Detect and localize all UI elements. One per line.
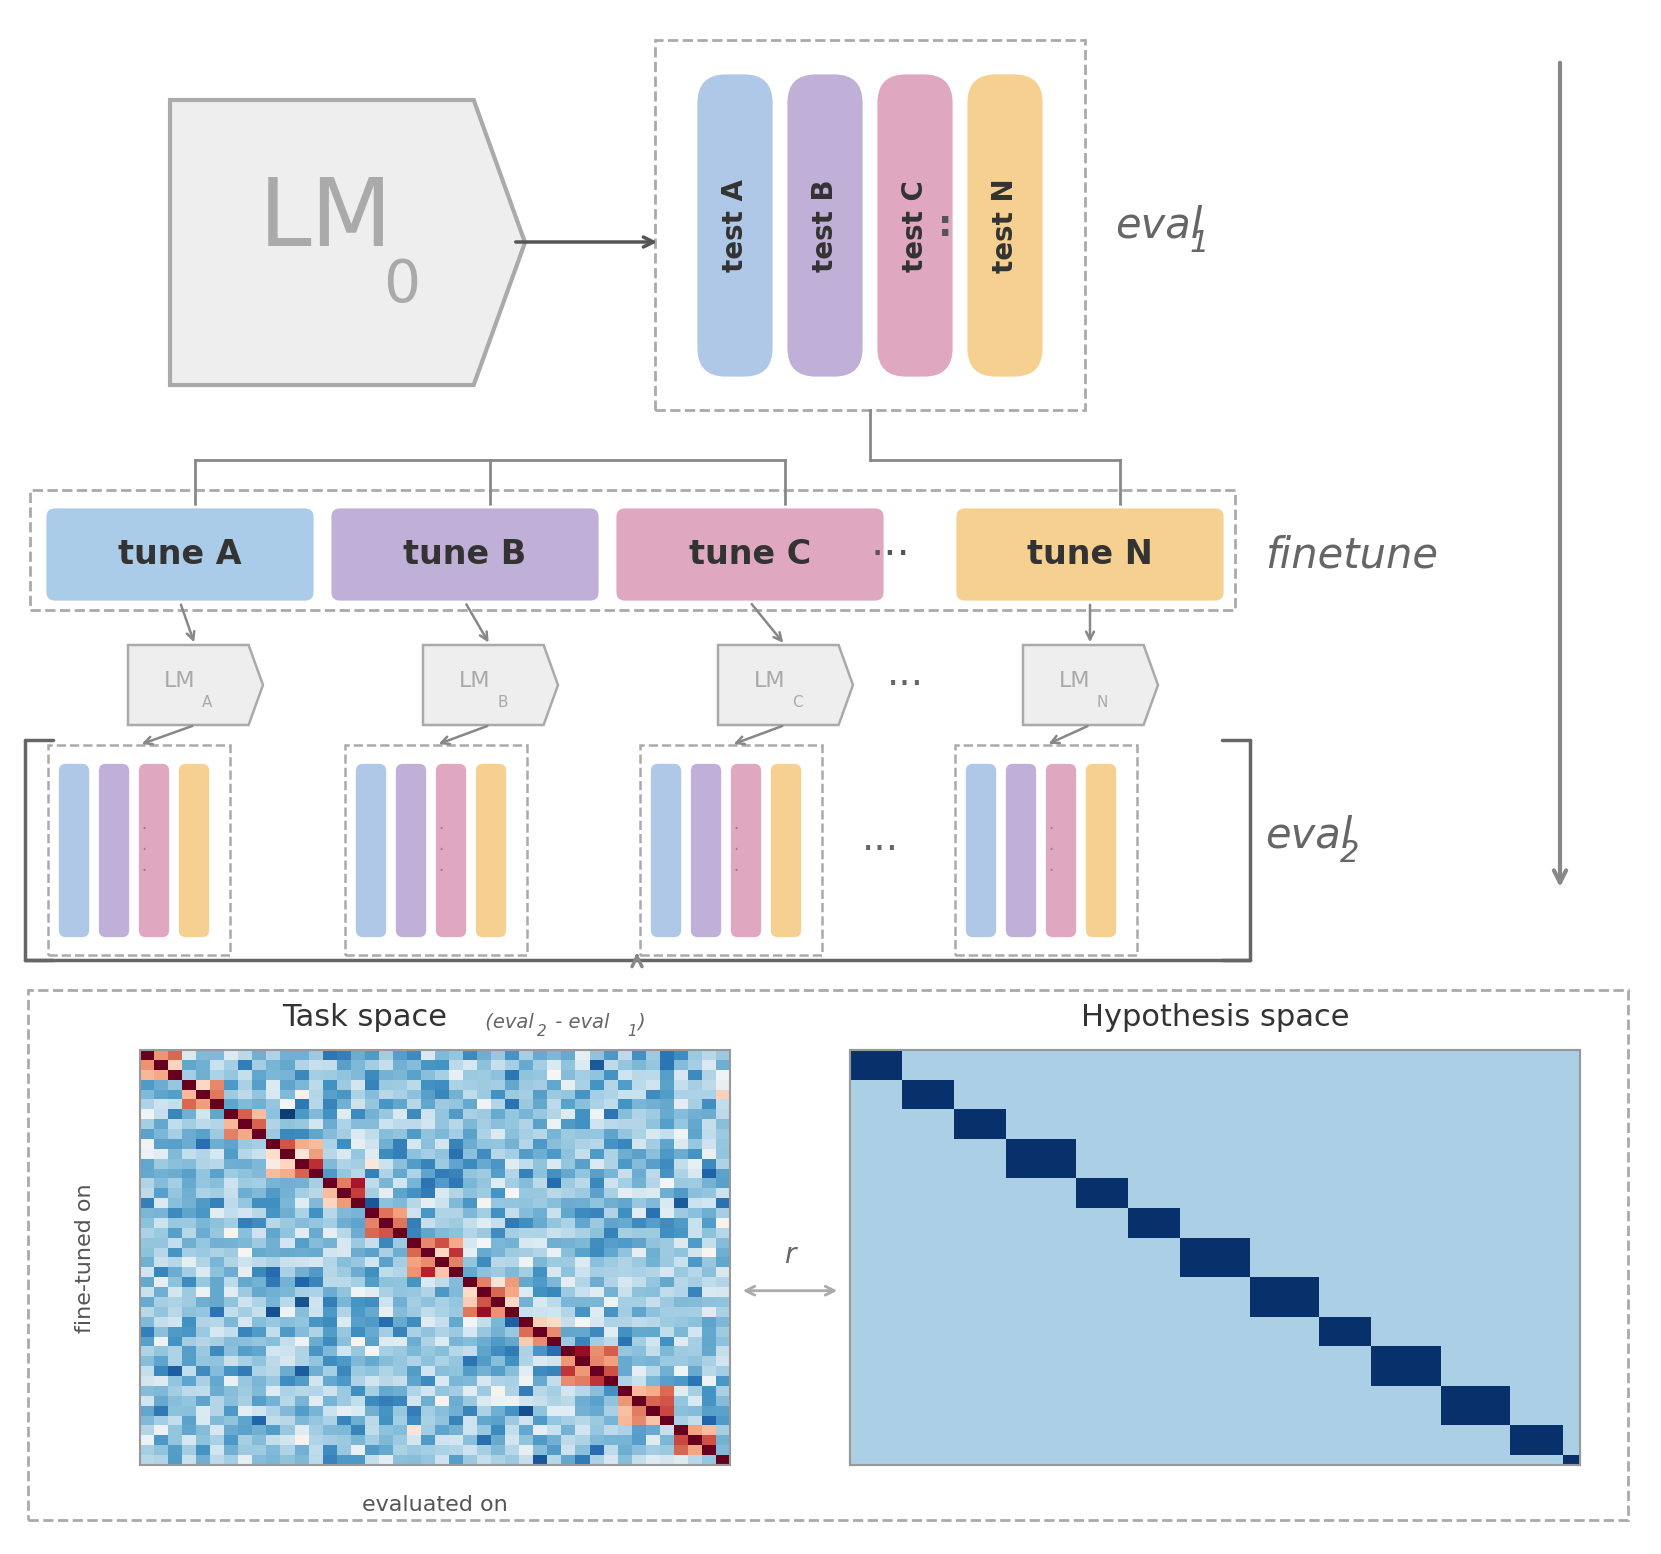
FancyBboxPatch shape (355, 763, 387, 939)
Text: B: B (497, 695, 508, 710)
Text: tune C: tune C (689, 539, 811, 572)
Text: eval: eval (1115, 204, 1203, 246)
Polygon shape (169, 99, 525, 385)
Text: :: : (938, 208, 952, 242)
FancyBboxPatch shape (689, 763, 723, 939)
Text: eval: eval (1266, 814, 1352, 856)
Polygon shape (424, 645, 558, 726)
Text: test B: test B (811, 180, 839, 272)
Text: LM: LM (1058, 671, 1090, 692)
FancyBboxPatch shape (786, 73, 864, 378)
Text: ·
·
·: · · · (1048, 821, 1053, 880)
Text: ·
·
·: · · · (439, 821, 443, 880)
Text: ···: ··· (887, 667, 924, 704)
FancyBboxPatch shape (965, 763, 997, 939)
Bar (30, 490, 1236, 611)
Text: ···: ··· (870, 535, 910, 577)
Text: 1: 1 (1189, 228, 1209, 258)
Text: LM: LM (458, 671, 490, 692)
Text: evaluated on: evaluated on (362, 1495, 508, 1515)
Text: tune A: tune A (118, 539, 243, 572)
Text: 1: 1 (628, 1024, 636, 1040)
FancyBboxPatch shape (331, 507, 600, 601)
Bar (850, 1051, 1580, 1465)
Text: ·
·
·: · · · (734, 821, 739, 880)
Polygon shape (718, 645, 854, 726)
Text: LM: LM (163, 671, 194, 692)
Polygon shape (1023, 645, 1158, 726)
Text: finetune: finetune (1266, 535, 1438, 577)
FancyBboxPatch shape (178, 763, 209, 939)
FancyBboxPatch shape (771, 763, 802, 939)
FancyBboxPatch shape (475, 763, 507, 939)
Text: Hypothesis space: Hypothesis space (1081, 1002, 1349, 1032)
Text: tune N: tune N (1026, 539, 1153, 572)
FancyBboxPatch shape (1085, 763, 1116, 939)
Bar (654, 40, 1085, 410)
FancyBboxPatch shape (955, 507, 1226, 601)
FancyBboxPatch shape (649, 763, 683, 939)
FancyBboxPatch shape (98, 763, 130, 939)
Text: test C: test C (900, 180, 928, 272)
Text: ···: ··· (862, 831, 899, 869)
Text: r: r (784, 1240, 796, 1268)
Text: 0: 0 (382, 256, 420, 314)
Text: test A: test A (721, 180, 749, 272)
Text: Task space: Task space (282, 1002, 447, 1032)
FancyBboxPatch shape (967, 73, 1045, 378)
FancyBboxPatch shape (696, 73, 774, 378)
FancyBboxPatch shape (395, 763, 427, 939)
Text: 2: 2 (537, 1024, 546, 1040)
Polygon shape (128, 645, 262, 726)
Text: ·
·
·: · · · (141, 821, 146, 880)
Text: LM: LM (259, 174, 394, 266)
Bar (28, 990, 1628, 1520)
FancyBboxPatch shape (435, 763, 467, 939)
Bar (140, 1051, 729, 1465)
FancyBboxPatch shape (1045, 763, 1076, 939)
FancyBboxPatch shape (58, 763, 90, 939)
Text: ): ) (638, 1013, 644, 1032)
FancyBboxPatch shape (729, 763, 762, 939)
Bar (639, 744, 822, 956)
Text: C: C (792, 695, 802, 710)
FancyBboxPatch shape (875, 73, 953, 378)
Text: N: N (1096, 695, 1108, 710)
Bar (48, 744, 229, 956)
Text: fine-tuned on: fine-tuned on (75, 1183, 95, 1333)
Text: (eval: (eval (480, 1013, 533, 1032)
Text: 2: 2 (1340, 839, 1359, 867)
Text: A: A (203, 695, 213, 710)
Text: test N: test N (992, 179, 1018, 274)
Text: - eval: - eval (550, 1013, 610, 1032)
Text: tune B: tune B (404, 539, 527, 572)
Bar (955, 744, 1138, 956)
FancyBboxPatch shape (615, 507, 885, 601)
Bar (345, 744, 527, 956)
FancyBboxPatch shape (1005, 763, 1036, 939)
FancyBboxPatch shape (45, 507, 316, 601)
Bar (850, 1051, 1580, 1465)
FancyBboxPatch shape (138, 763, 169, 939)
Text: LM: LM (754, 671, 786, 692)
